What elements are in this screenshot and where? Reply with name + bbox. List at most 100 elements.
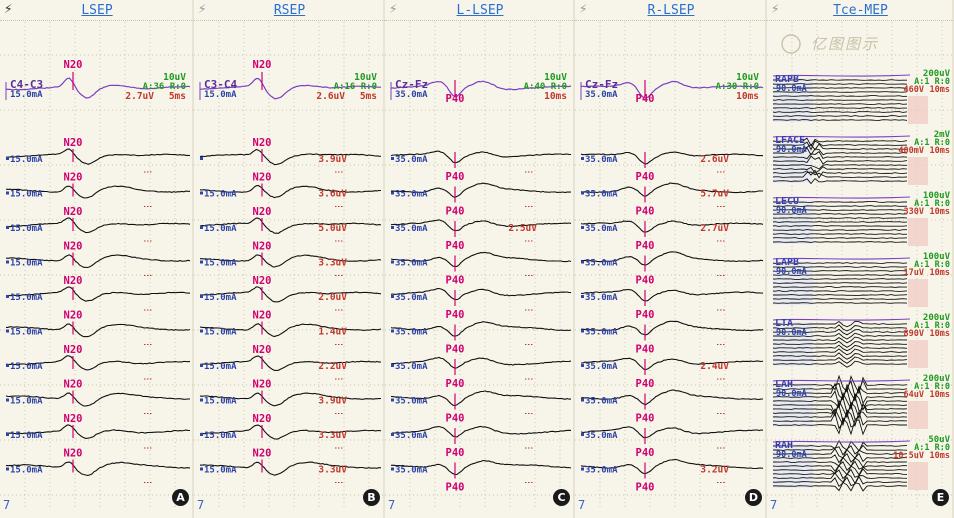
mep-trace-line[interactable] [773,340,907,348]
lightning-bolt-icon[interactable]: ⚡ [579,1,588,17]
mep-trace-line[interactable] [773,201,907,203]
mep-trace-line[interactable] [772,452,907,464]
mep-average-trace[interactable] [772,196,911,199]
trace-line[interactable] [199,217,382,234]
mep-trace-line[interactable] [772,91,908,93]
mep-trace-line[interactable] [772,140,908,151]
mep-trace-line[interactable] [772,171,908,178]
mep-trace-line[interactable] [773,391,907,411]
mep-trace-line[interactable] [772,270,908,272]
trace-line[interactable] [5,254,191,269]
trace-line[interactable] [6,148,191,165]
mep-trace-line[interactable] [772,472,908,485]
mep-trace-line[interactable] [772,328,908,336]
mep-trace-line[interactable] [773,107,907,109]
mep-trace-line[interactable] [772,298,908,300]
mep-trace-line[interactable] [772,169,908,179]
trace-line[interactable] [390,251,572,267]
mep-trace-line[interactable] [772,352,908,360]
mep-trace-line[interactable] [772,115,908,117]
mep-trace-line[interactable] [772,382,908,402]
mep-trace-line[interactable] [773,147,908,156]
mep-trace-line[interactable] [772,407,908,428]
mep-average-trace[interactable] [772,257,911,260]
trace-line[interactable] [5,461,191,476]
mep-average-trace[interactable] [772,135,911,138]
mep-trace-line[interactable] [772,143,908,151]
trace-line[interactable] [390,287,572,301]
trace-line[interactable] [200,254,382,268]
trace-line[interactable] [580,151,764,165]
average-trace[interactable] [200,77,381,100]
mep-trace-line[interactable] [772,278,908,280]
mep-trace-line[interactable] [772,95,908,97]
mep-trace-line[interactable] [772,481,908,492]
trace-line[interactable] [199,148,382,166]
trace-line[interactable] [5,392,191,407]
trace-line[interactable] [580,389,764,406]
mep-trace-line[interactable] [772,137,908,147]
trace-line[interactable] [580,182,763,197]
mep-trace-line[interactable] [772,282,908,284]
mep-average-trace[interactable] [772,379,911,382]
mep-trace-line[interactable] [773,155,908,165]
trace-line[interactable] [199,355,382,371]
mep-trace-line[interactable] [772,399,908,420]
mep-trace-line[interactable] [772,402,908,423]
mep-trace-line[interactable] [772,468,908,480]
mep-average-trace[interactable] [772,440,911,443]
mep-trace-line[interactable] [772,348,907,356]
trace-line[interactable] [390,390,571,407]
mep-trace-line[interactable] [773,320,908,328]
mep-trace-line[interactable] [772,290,908,292]
panel-title[interactable]: RSEP [273,3,306,18]
mep-trace-line[interactable] [772,394,908,416]
panel-title[interactable]: L-LSEP [456,3,504,18]
mep-trace-line[interactable] [772,475,907,488]
mep-trace-line[interactable] [772,99,908,101]
panel-title[interactable]: LSEP [81,3,113,18]
mep-trace-line[interactable] [772,83,908,85]
trace-line[interactable] [580,458,764,475]
mep-trace-line[interactable] [772,266,908,268]
mep-trace-line[interactable] [773,241,908,243]
mep-trace-line[interactable] [772,374,908,395]
mep-trace-line[interactable] [772,205,908,207]
mep-trace-line[interactable] [772,447,908,460]
mep-trace-line[interactable] [773,164,907,170]
mep-trace-line[interactable] [772,229,907,231]
trace-line[interactable] [390,459,572,476]
trace-line[interactable] [580,220,764,233]
mep-trace-line[interactable] [772,237,908,239]
trace-line[interactable] [581,320,764,336]
mep-trace-line[interactable] [772,233,908,235]
mep-average-trace[interactable] [772,74,911,77]
trace-line[interactable] [390,321,572,337]
trace-line[interactable] [580,357,764,371]
panel-title[interactable]: Tce-MEP [833,3,888,18]
mep-trace-line[interactable] [773,332,908,340]
mep-trace-line[interactable] [772,324,908,332]
trace-line[interactable] [390,219,572,232]
average-trace[interactable] [580,80,764,99]
mep-trace-line[interactable] [772,87,908,89]
lightning-bolt-icon[interactable]: ⚡ [198,1,207,17]
mep-trace-line[interactable] [772,417,908,436]
trace-line[interactable] [390,150,572,164]
mep-trace-line[interactable] [773,294,908,296]
trace-line[interactable] [5,355,191,371]
trace-line[interactable] [199,286,382,303]
mep-trace-line[interactable] [772,209,908,211]
mep-trace-line[interactable] [772,262,908,264]
mep-trace-line[interactable] [772,221,908,223]
mep-trace-line[interactable] [773,356,908,364]
trace-line[interactable] [390,182,572,198]
trace-line[interactable] [580,288,764,302]
trace-line[interactable] [580,251,764,266]
trace-line[interactable] [5,424,191,439]
mep-trace-line[interactable] [772,79,907,81]
mep-trace-line[interactable] [772,217,908,219]
trace-line[interactable] [199,323,382,338]
mep-trace-line[interactable] [772,344,908,352]
mep-trace-line[interactable] [773,444,908,456]
